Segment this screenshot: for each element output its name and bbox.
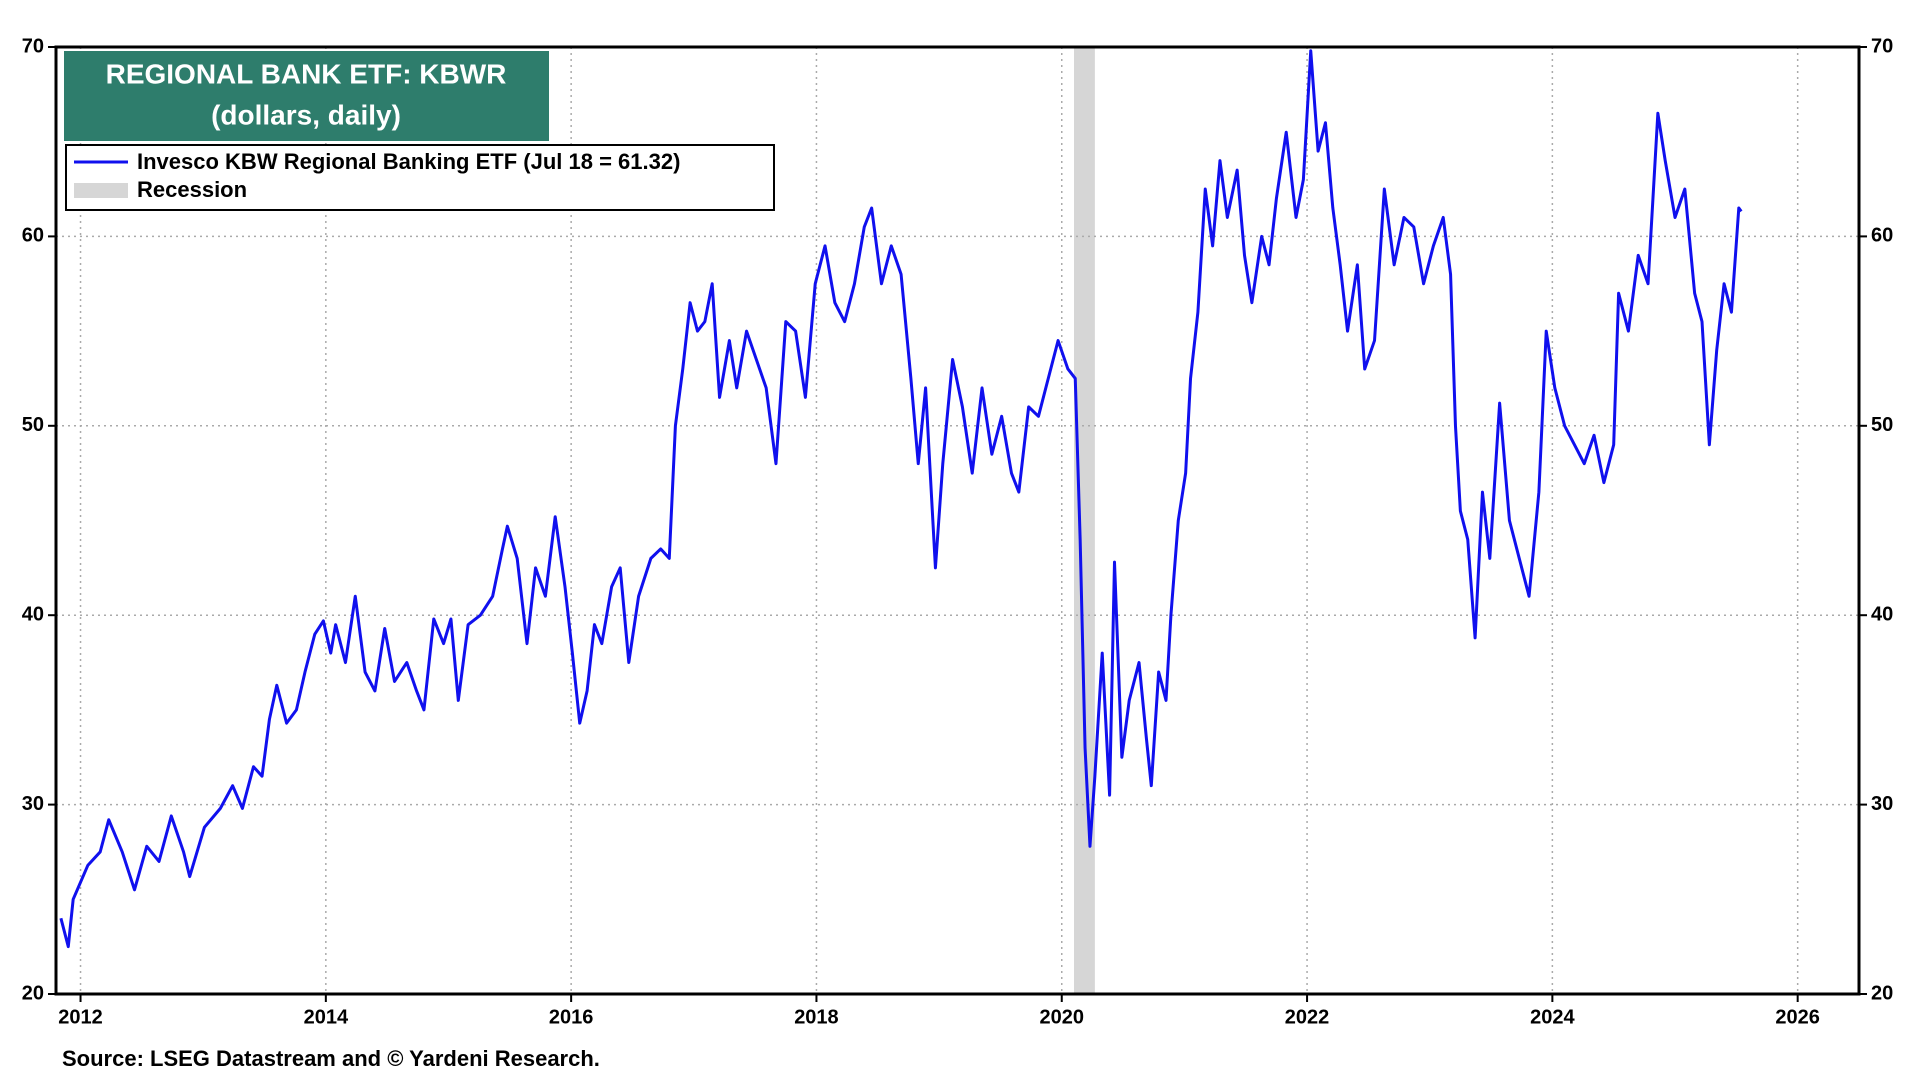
x-tick-label: 2014 (304, 1006, 349, 1028)
x-tick-label: 2020 (1040, 1006, 1085, 1028)
chart-subtitle: (dollars, daily) (211, 99, 401, 130)
legend-swatch (74, 183, 128, 198)
x-tick-label: 2024 (1530, 1006, 1575, 1028)
y2-tick-label: 40 (1871, 603, 1893, 625)
y2-tick-label: 70 (1871, 35, 1893, 57)
legend-label: Recession (137, 177, 247, 202)
y-tick-label: 60 (22, 225, 44, 247)
legend-label: Invesco KBW Regional Banking ETF (Jul 18… (137, 149, 680, 174)
x-tick-label: 2026 (1775, 1006, 1820, 1028)
y-tick-label: 70 (22, 35, 44, 57)
y2-tick-label: 50 (1871, 414, 1893, 436)
y-tick-label: 20 (22, 982, 44, 1004)
x-tick-label: 2022 (1285, 1006, 1330, 1028)
recession-band (1074, 47, 1095, 994)
price-line (59, 49, 1743, 949)
x-tick-label: 2016 (549, 1006, 594, 1028)
legend-box (65, 144, 775, 211)
chart-title: REGIONAL BANK ETF: KBWR (106, 58, 507, 89)
y2-tick-label: 30 (1871, 793, 1893, 815)
y-tick-label: 50 (22, 414, 44, 436)
y-tick-label: 30 (22, 793, 44, 815)
x-tick-label: 2018 (794, 1006, 839, 1028)
plot-frame (54, 45, 1861, 996)
x-tick-label: 2012 (58, 1006, 103, 1028)
source-note: Source: LSEG Datastream and © Yardeni Re… (62, 1046, 600, 1071)
y2-tick-label: 60 (1871, 225, 1893, 247)
y2-tick-label: 20 (1871, 982, 1893, 1004)
title-box (64, 51, 549, 141)
y-tick-label: 40 (22, 603, 44, 625)
